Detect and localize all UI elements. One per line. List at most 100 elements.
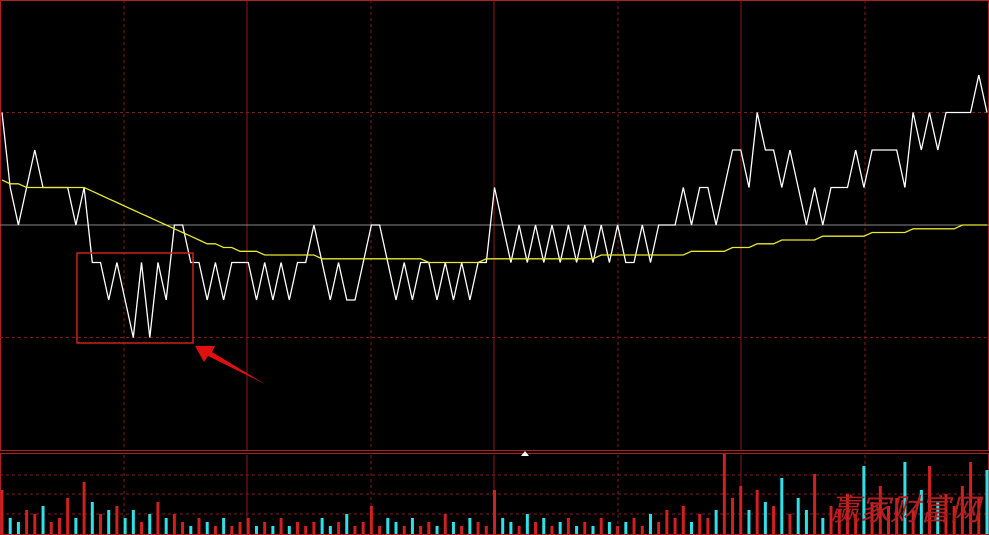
- volume-bar: [648, 514, 652, 534]
- volume-bar: [525, 514, 529, 534]
- volume-bar: [337, 522, 341, 534]
- volume-bar: [123, 518, 127, 534]
- watermark: 赢家财富网: [830, 493, 984, 528]
- volume-bar: [616, 526, 620, 534]
- volume-bar: [131, 510, 135, 534]
- volume-bar: [895, 498, 899, 534]
- volume-bar: [254, 526, 258, 534]
- volume-bar: [304, 526, 308, 534]
- volume-bar: [788, 514, 792, 534]
- volume-bar: [960, 486, 964, 534]
- volume-bar: [501, 518, 505, 534]
- volume-bar: [821, 518, 825, 534]
- arrow: [195, 346, 265, 384]
- volume-bar: [476, 522, 480, 534]
- series-line: [1, 74, 988, 338]
- volume-bar: [181, 522, 185, 534]
- highlight-box: [76, 252, 194, 344]
- volume-bar: [279, 518, 283, 534]
- volume-bar: [534, 522, 538, 534]
- volume-bar: [107, 510, 111, 534]
- series-line: [1, 179, 987, 264]
- volume-bar: [66, 498, 70, 534]
- volume-bar: [419, 526, 423, 534]
- volume-bar: [140, 522, 144, 534]
- volume-bar: [985, 470, 989, 534]
- volume-bar: [296, 522, 299, 534]
- volume-bar: [673, 518, 677, 534]
- volume-bar: [49, 522, 53, 534]
- volume-bar: [353, 526, 357, 534]
- volume-bar: [558, 522, 562, 534]
- volume-bar: [772, 506, 776, 534]
- volume-bar: [591, 526, 595, 534]
- volume-bar: [550, 526, 554, 534]
- volume-bar: [328, 526, 332, 534]
- volume-bar: [624, 522, 628, 534]
- volume-bar: [0, 490, 4, 534]
- volume-bar: [640, 526, 644, 534]
- volume-bar: [780, 478, 784, 534]
- volume-bar: [977, 498, 981, 534]
- volume-bar: [722, 454, 726, 534]
- volume-bar: [164, 518, 168, 534]
- volume-bar: [969, 462, 973, 534]
- volume-bar: [698, 514, 702, 534]
- marker: [521, 451, 529, 456]
- volume-bar: [427, 522, 431, 534]
- volume-bar: [829, 506, 833, 534]
- volume-bar: [919, 490, 923, 534]
- plot: [0, 74, 989, 534]
- volume-bar: [443, 514, 447, 534]
- volume-bar: [25, 510, 29, 534]
- volume-bar: [517, 526, 521, 534]
- volume-bar: [657, 522, 661, 534]
- volume-bar: [263, 522, 267, 534]
- volume-bar: [238, 522, 242, 534]
- volume-bar: [156, 502, 160, 534]
- volume-bar: [99, 514, 102, 534]
- volume-bar: [583, 522, 587, 534]
- volume-bar: [378, 526, 382, 534]
- volume-bar: [632, 518, 636, 534]
- volume-bar: [271, 526, 275, 534]
- volume-bar: [410, 518, 414, 534]
- volume-bar: [189, 526, 193, 534]
- volume-bar: [222, 518, 226, 534]
- volume-bar: [804, 510, 808, 534]
- volume-bar: [402, 526, 406, 534]
- volume-bar: [928, 466, 932, 534]
- volume-bar: [74, 518, 78, 534]
- volume-bar: [813, 474, 817, 534]
- volume-bar: [837, 510, 841, 534]
- volume-bar: [936, 502, 940, 534]
- volume-bar: [115, 506, 119, 534]
- volume-bar: [944, 494, 948, 534]
- volume-bar: [952, 506, 956, 534]
- volume-bar: [493, 490, 496, 534]
- volume-bar: [320, 518, 324, 534]
- volume-bar: [911, 510, 915, 534]
- volume-bar: [763, 502, 767, 534]
- volume-bar: [468, 518, 472, 534]
- volume-bar: [714, 510, 718, 534]
- volume-bar: [607, 522, 611, 534]
- volume-bar: [878, 486, 882, 534]
- volume-bar: [312, 522, 316, 534]
- volume-bar: [903, 462, 907, 534]
- volume-bar: [887, 506, 890, 534]
- volume-bar: [747, 510, 751, 534]
- volume-bar: [599, 518, 603, 534]
- volume-bar: [706, 518, 710, 534]
- volume-bar: [755, 490, 759, 534]
- volume-bar: [386, 518, 390, 534]
- volume-bar: [731, 498, 735, 534]
- volume-bar: [345, 514, 349, 534]
- volume-bar: [870, 502, 874, 534]
- volume-bar: [394, 522, 398, 534]
- volume-bar: [197, 518, 201, 534]
- volume-bar: [681, 506, 685, 534]
- volume-bar: [739, 486, 743, 534]
- volume-bar: [575, 526, 579, 534]
- volume-bar: [41, 506, 45, 534]
